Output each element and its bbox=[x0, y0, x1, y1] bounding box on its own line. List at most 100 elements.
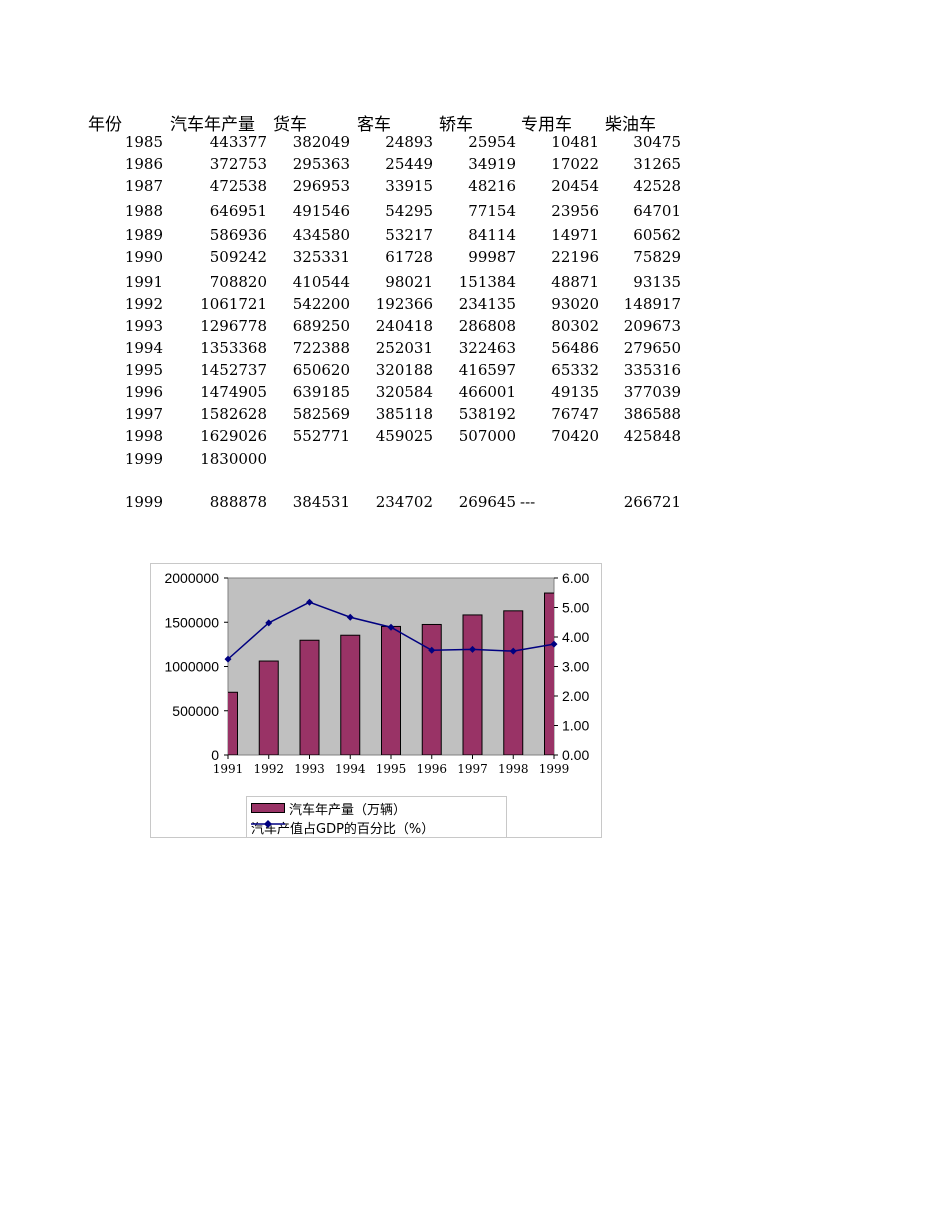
chart-legend: 汽车年产量（万辆） 汽车产值占GDP的百分比（%） bbox=[246, 796, 507, 838]
bar-1998 bbox=[503, 610, 524, 755]
cell-car: 322463 bbox=[458, 339, 516, 357]
cell-total: 1452737 bbox=[200, 361, 267, 379]
line-point-1993 bbox=[306, 598, 313, 606]
cell-truck: 552771 bbox=[292, 427, 350, 445]
bar-1993 bbox=[299, 639, 320, 755]
cell-diesel: 335316 bbox=[623, 361, 681, 379]
cell-car: 269645 bbox=[458, 493, 516, 511]
cell-truck: 410544 bbox=[292, 273, 350, 291]
right-tick-label: 4.00 bbox=[562, 629, 589, 645]
cell-truck: 295363 bbox=[292, 155, 350, 173]
x-tick-label: 1991 bbox=[213, 762, 244, 776]
cell-diesel: 42528 bbox=[633, 177, 681, 195]
cell-year: 1996 bbox=[124, 383, 163, 401]
cell-car: 286808 bbox=[458, 317, 516, 335]
cell-truck: 384531 bbox=[292, 493, 350, 511]
cell-diesel: 75829 bbox=[633, 248, 681, 266]
legend-bar-swatch bbox=[251, 803, 285, 813]
cell-truck: 650620 bbox=[292, 361, 350, 379]
cell-special: 93020 bbox=[551, 295, 599, 313]
cell-diesel: 31265 bbox=[633, 155, 681, 173]
cell-year: 1999 bbox=[124, 493, 163, 511]
cell-special: 20454 bbox=[551, 177, 599, 195]
cell-year: 1995 bbox=[124, 361, 163, 379]
cell-truck: 434580 bbox=[292, 226, 350, 244]
cell-total: 586936 bbox=[209, 226, 267, 244]
left-tick-label: 500000 bbox=[172, 703, 219, 719]
cell-special: 65332 bbox=[551, 361, 599, 379]
right-tick-label: 3.00 bbox=[562, 659, 589, 675]
bar-1992 bbox=[258, 660, 279, 755]
right-tick-label: 6.00 bbox=[562, 570, 589, 586]
cell-bus: 61728 bbox=[385, 248, 433, 266]
cell-bus: 459025 bbox=[375, 427, 433, 445]
cell-bus: 252031 bbox=[375, 339, 433, 357]
right-tick-label: 1.00 bbox=[562, 718, 589, 734]
bar-1996 bbox=[421, 623, 442, 755]
right-tick-label: 5.00 bbox=[562, 600, 589, 616]
legend-label-production: 汽车年产量（万辆） bbox=[289, 802, 407, 818]
left-tick-label: 0 bbox=[211, 747, 219, 763]
cell-total: 1296778 bbox=[200, 317, 267, 335]
cell-total: 1353368 bbox=[200, 339, 267, 357]
cell-truck: 382049 bbox=[292, 133, 350, 151]
cell-car: 77154 bbox=[468, 202, 516, 220]
cell-special: 76747 bbox=[551, 405, 599, 423]
cell-diesel: 30475 bbox=[633, 133, 681, 151]
cell-total: 708820 bbox=[209, 273, 267, 291]
cell-bus: 53217 bbox=[385, 226, 433, 244]
x-tick-label: 1994 bbox=[335, 762, 366, 776]
cell-car: 25954 bbox=[468, 133, 516, 151]
legend-item-production: 汽车年产量（万辆） bbox=[251, 799, 407, 818]
right-tick-label: 0.00 bbox=[562, 747, 589, 763]
cell-bus: 320584 bbox=[375, 383, 433, 401]
cell-car: 99987 bbox=[468, 248, 516, 266]
cell-total: 1582628 bbox=[200, 405, 267, 423]
cell-total: 1474905 bbox=[200, 383, 267, 401]
cell-year: 1994 bbox=[124, 339, 163, 357]
x-tick-label: 1996 bbox=[416, 762, 447, 776]
cell-special: 49135 bbox=[551, 383, 599, 401]
line-point-1998 bbox=[509, 647, 517, 655]
cell-bus: 240418 bbox=[375, 317, 433, 335]
header-special: 专用车 bbox=[521, 115, 572, 135]
cell-year: 1992 bbox=[124, 295, 163, 313]
bar-1994 bbox=[340, 634, 361, 755]
cell-diesel: 279650 bbox=[623, 339, 681, 357]
x-tick-label: 1998 bbox=[498, 762, 529, 776]
cell-year: 1997 bbox=[124, 405, 163, 423]
cell-year: 1987 bbox=[124, 177, 163, 195]
cell-special: 17022 bbox=[551, 155, 599, 173]
cell-truck: 722388 bbox=[292, 339, 350, 357]
cell-bus: 385118 bbox=[375, 405, 433, 423]
header-car: 轿车 bbox=[439, 115, 473, 135]
cell-car: 234135 bbox=[458, 295, 516, 313]
x-tick-label: 1997 bbox=[457, 762, 488, 776]
cell-car: 466001 bbox=[458, 383, 516, 401]
legend-item-gdp-share: 汽车产值占GDP的百分比（%） bbox=[251, 818, 435, 837]
left-tick-label: 1000000 bbox=[164, 659, 219, 675]
line-point-1994 bbox=[346, 613, 354, 621]
header-bus: 客车 bbox=[357, 115, 391, 135]
cell-diesel: 93135 bbox=[633, 273, 681, 291]
cell-truck: 689250 bbox=[292, 317, 350, 335]
line-point-1999 bbox=[550, 640, 558, 648]
line-point-1992 bbox=[265, 619, 273, 627]
cell-car: 416597 bbox=[458, 361, 516, 379]
cell-year: 1989 bbox=[124, 226, 163, 244]
left-tick-label: 1500000 bbox=[164, 614, 219, 630]
legend-label-gdp-share: 汽车产值占GDP的百分比（%） bbox=[251, 821, 435, 837]
header-truck: 货车 bbox=[273, 115, 307, 135]
bar-1997 bbox=[462, 614, 483, 755]
cell-special: 70420 bbox=[551, 427, 599, 445]
cell-year: 1998 bbox=[124, 427, 163, 445]
cell-diesel: 60562 bbox=[633, 226, 681, 244]
cell-truck: 582569 bbox=[292, 405, 350, 423]
line-point-1991 bbox=[224, 655, 232, 663]
cell-special: 14971 bbox=[551, 226, 599, 244]
cell-total: 509242 bbox=[209, 248, 267, 266]
cell-car: 507000 bbox=[458, 427, 516, 445]
legend-line-swatch bbox=[251, 820, 285, 828]
x-tick-label: 1995 bbox=[376, 762, 407, 776]
cell-diesel: 64701 bbox=[633, 202, 681, 220]
